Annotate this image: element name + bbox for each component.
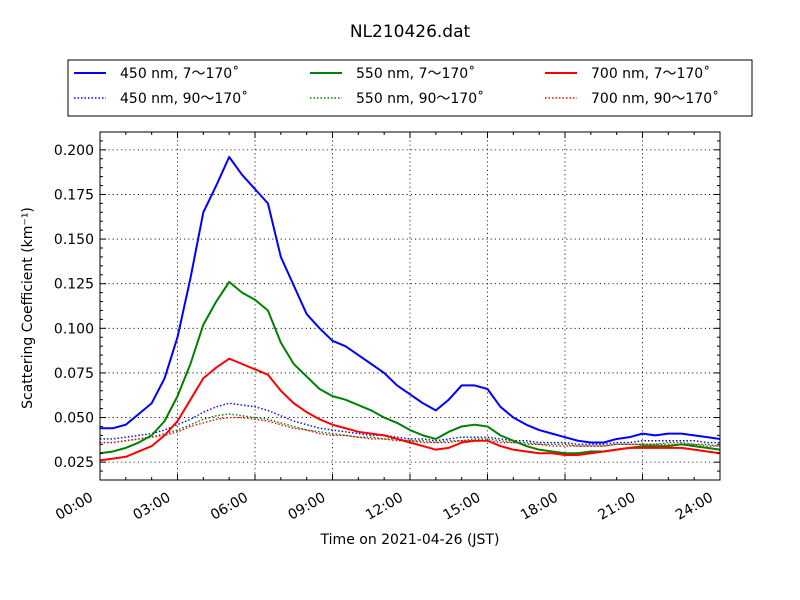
chart-title: NL210426.dat [350,22,471,42]
legend-label-1: 450 nm, 7～170˚ [120,65,239,82]
y-tick-label: 0.025 [54,455,94,471]
series-line-6 [100,416,720,447]
series-line-1 [100,155,720,444]
legend-label-3: 700 nm, 7～170˚ [591,65,710,82]
x-axis-label: Time on 2021-04-26 (JST) [320,532,500,548]
legend-label-4: 450 nm, 90～170˚ [120,90,248,107]
legend: 450 nm, 7～170˚ 550 nm, 7～170˚ 700 nm, 7～17… [67,59,753,117]
y-tick-label: 0.050 [54,411,94,427]
y-tick-label: 0.175 [54,187,94,203]
y-tick-label: 0.150 [54,232,94,248]
legend-label-5: 550 nm, 90～170˚ [356,90,484,107]
legend-label-2: 550 nm, 7～170˚ [356,65,475,82]
y-axis-label: Scattering Coefficient (km⁻¹) [20,207,36,409]
y-tick-label: 0.125 [54,277,94,293]
series-line-3 [100,357,720,462]
y-tick-label: 0.100 [54,321,94,337]
y-tick-label: 0.075 [54,366,94,382]
legend-label-6: 700 nm, 90～170˚ [591,90,719,107]
series-line-4 [100,402,720,446]
grid [100,132,720,480]
legend-box [67,59,753,117]
y-tick-label: 0.200 [54,143,94,159]
series-group [100,155,720,462]
